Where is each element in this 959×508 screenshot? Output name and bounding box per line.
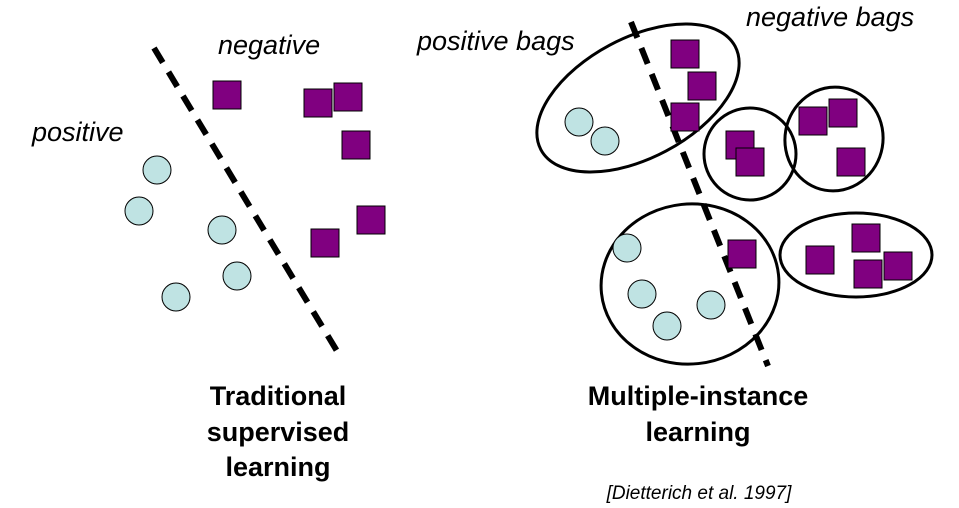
negative-instance-square-icon	[341, 130, 371, 160]
negative-instance-square-icon	[883, 251, 913, 281]
right-panel: positive bags negative bags	[416, 2, 934, 504]
negative-bag-3	[778, 211, 934, 299]
negative-instance-square-icon	[670, 102, 700, 132]
left-caption-line-1: Traditional	[210, 381, 347, 411]
right-negative-instances	[670, 39, 913, 289]
citation: [Dietterich et al. 1997]	[606, 483, 793, 504]
left-panel: negative positive Traditional supervised…	[31, 30, 386, 482]
positive-instance-circle-icon	[161, 282, 191, 312]
positive-bag-upper	[535, 22, 741, 174]
positive-instance-circle-icon	[142, 155, 172, 185]
positive-instance-circle-icon	[222, 261, 252, 291]
left-decision-boundary	[151, 46, 343, 358]
negative-instance-square-icon	[356, 205, 386, 235]
positive-instance-circle-icon	[696, 290, 726, 320]
positive-bag-lower	[599, 202, 781, 366]
negative-bag-1	[702, 106, 798, 202]
left-positive-instances	[124, 155, 252, 312]
left-label-positive: positive	[31, 117, 124, 147]
left-caption-line-3: learning	[225, 452, 330, 482]
negative-instance-square-icon	[303, 88, 333, 118]
right-decision-boundary	[628, 20, 771, 368]
negative-instance-square-icon	[805, 245, 835, 275]
right-caption-line-1: Multiple-instance	[588, 381, 809, 411]
positive-instance-circle-icon	[207, 215, 237, 245]
negative-instance-square-icon	[687, 71, 717, 101]
negative-instance-square-icon	[310, 228, 340, 258]
positive-instance-circle-icon	[564, 107, 594, 137]
right-label-negative-bags: negative bags	[746, 2, 914, 32]
negative-instance-square-icon	[798, 106, 828, 136]
negative-bag-2	[783, 85, 885, 193]
negative-instance-square-icon	[853, 259, 883, 289]
right-positive-instances	[564, 107, 726, 341]
negative-instance-square-icon	[212, 80, 242, 110]
left-caption-line-2: supervised	[207, 417, 350, 447]
negative-instance-square-icon	[727, 239, 757, 269]
left-negative-instances	[212, 80, 386, 258]
negative-instance-square-icon	[670, 39, 700, 69]
positive-instance-circle-icon	[590, 126, 620, 156]
negative-instance-square-icon	[851, 223, 881, 253]
negative-instance-square-icon	[828, 98, 858, 128]
positive-instance-circle-icon	[612, 233, 642, 263]
negative-instance-square-icon	[735, 147, 765, 177]
negative-instance-square-icon	[333, 82, 363, 112]
positive-instance-circle-icon	[652, 311, 682, 341]
bags	[535, 22, 934, 366]
left-label-negative: negative	[218, 30, 320, 60]
right-label-positive-bags: positive bags	[416, 26, 575, 56]
negative-instance-square-icon	[836, 147, 866, 177]
right-caption-line-2: learning	[645, 417, 750, 447]
positive-instance-circle-icon	[124, 196, 154, 226]
positive-instance-circle-icon	[627, 279, 657, 309]
